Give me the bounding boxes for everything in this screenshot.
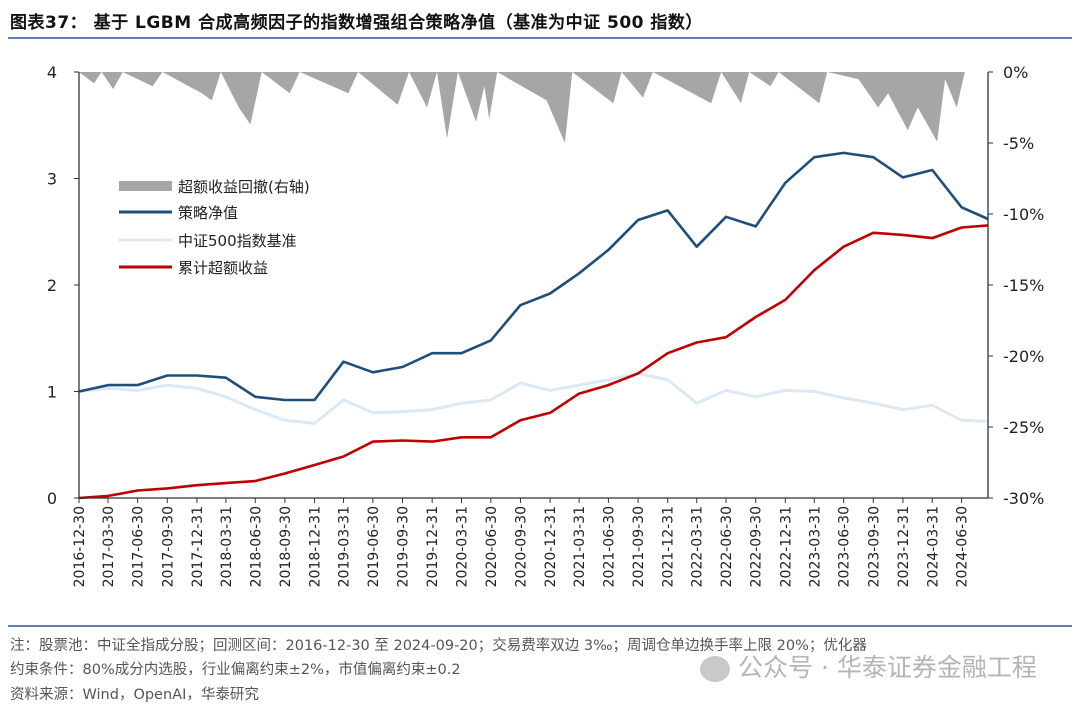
x-tick-label: 2021-09-30 [631, 506, 647, 587]
strategy-nav-line [78, 151, 989, 402]
x-tick-label: 2021-06-30 [601, 506, 617, 587]
x-tick-label: 2022-09-30 [749, 506, 765, 587]
x-tick-label: 2024-03-31 [925, 506, 941, 587]
x-tick-label: 2024-06-30 [955, 506, 971, 587]
footer-divider [8, 625, 1072, 627]
chart-title: 图表37： 基于 LGBM 合成高频因子的指数增强组合策略净值（基准为中证 50… [10, 13, 703, 33]
right-tick-label: -20% [1003, 347, 1044, 366]
x-tick-label: 2019-03-31 [337, 506, 353, 587]
benchmark-line [78, 371, 989, 425]
left-tick-label: 1 [47, 383, 57, 402]
x-tick-label: 2017-12-31 [190, 506, 206, 587]
x-tick-label: 2023-03-31 [807, 506, 823, 587]
left-tick-label: 0 [47, 489, 57, 508]
x-tick-label: 2018-12-31 [308, 506, 324, 587]
right-tick-label: -25% [1003, 418, 1044, 437]
left-tick-label: 2 [47, 276, 57, 295]
x-tick-label: 2020-09-30 [513, 506, 529, 587]
x-tick-label: 2018-09-30 [278, 506, 294, 587]
x-tick-label: 2017-06-30 [131, 506, 147, 587]
wechat-icon [700, 656, 730, 682]
watermark-text: 公众号 · 华泰证券金融工程 [738, 653, 1037, 682]
x-tick-label: 2020-12-31 [543, 506, 559, 587]
title-divider [8, 37, 1072, 39]
x-tick-label: 2019-12-31 [425, 506, 441, 587]
legend-swatch-drawdown [119, 181, 172, 191]
watermark: 公众号 · 华泰证券金融工程 [700, 648, 1037, 684]
x-tick-label: 2018-06-30 [248, 506, 264, 587]
legend-label: 中证500指数基准 [178, 232, 297, 250]
legend-label: 超额收益回撤(右轴) [178, 178, 310, 196]
x-tick-label: 2017-03-30 [101, 506, 117, 587]
x-tick-label: 2023-09-30 [866, 506, 882, 587]
left-tick-label: 4 [47, 63, 57, 82]
right-tick-label: -30% [1003, 489, 1044, 508]
x-tick-label: 2018-03-31 [219, 506, 235, 587]
x-tick-label: 2021-03-31 [572, 506, 588, 587]
right-tick-label: -5% [1003, 134, 1034, 153]
x-tick-label: 2020-03-31 [454, 506, 470, 587]
cumulative-excess-line [78, 224, 989, 500]
legend-label: 累计超额收益 [178, 259, 268, 277]
x-tick-label: 2019-09-30 [396, 506, 412, 587]
right-tick-label: -10% [1003, 205, 1044, 224]
x-tick-label: 2021-12-31 [661, 506, 677, 587]
x-tick-label: 2022-12-31 [778, 506, 794, 587]
x-tick-label: 2023-06-30 [837, 506, 853, 587]
source-note: 资料来源：Wind，OpenAI，华泰研究 [10, 687, 259, 703]
right-tick-label: -15% [1003, 276, 1044, 295]
legend-label: 策略净值 [178, 204, 238, 222]
right-tick-label: 0% [1003, 63, 1028, 82]
x-tick-label: 2017-09-30 [160, 506, 176, 587]
x-tick-label: 2023-12-31 [896, 506, 912, 587]
chart: 0 1 2 3 4 -30% -25% -20% -15% -10% -5% 0% 2016-12-30… [47, 63, 1044, 587]
x-tick-label: 2019-06-30 [366, 506, 382, 587]
x-tick-label: 2020-06-30 [484, 506, 500, 587]
footnote-line-2: 约束条件：80%成分内选股，行业偏离约束±2%，市值偏离约束±0.2 [10, 662, 461, 678]
x-tick-label: 2022-06-30 [719, 506, 735, 587]
x-tick-label: 2022-03-31 [690, 506, 706, 587]
drawdown-area [79, 72, 988, 143]
footnote-line-1: 注：股票池：中证全指成分股；回测区间：2016-12-30 至 2024-09-… [10, 638, 867, 654]
x-tick-label: 2016-12-30 [72, 506, 88, 587]
left-tick-label: 3 [47, 170, 57, 189]
